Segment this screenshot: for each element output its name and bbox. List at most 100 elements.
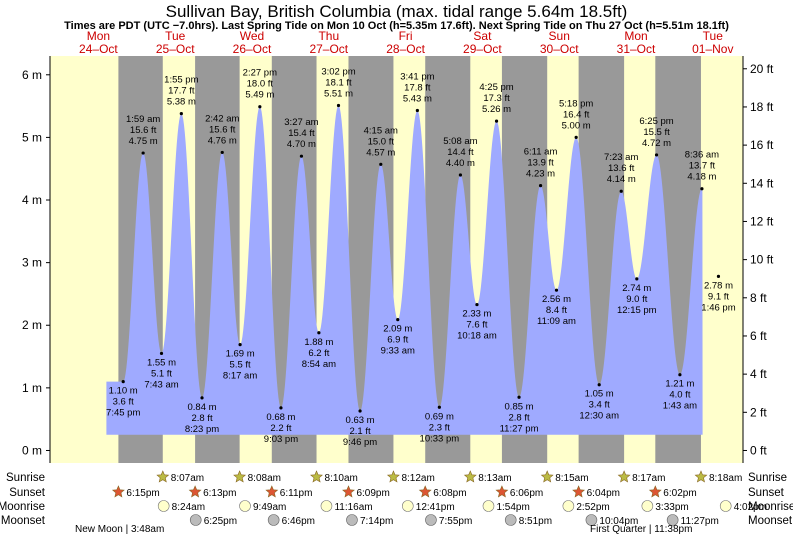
tide-label-15-3: 5.43 m [403,93,432,104]
tide-point-19 [494,119,499,123]
sunrise-icon-2 [233,470,247,483]
tide-label-2-2: 5.1 ft [151,368,172,379]
right-tick-label-9: 18 ft [750,100,774,114]
sunrise-time-4: 8:12am [401,473,434,484]
moonset-icon-6 [585,514,598,526]
moonset-time-7: 11:27pm [681,516,719,527]
tide-label-21-3: 4.23 m [526,169,555,180]
tide-label-17-3: 4.40 m [446,158,475,169]
moonset-icon-1 [189,514,202,526]
tide-point-12 [358,409,362,413]
sunrise-icon-8 [694,470,708,483]
tide-label-17-2: 14.4 ft [447,147,474,158]
tide-label-16-3: 10:33 pm [420,433,460,444]
sunrise-time-2: 8:08am [248,473,281,484]
moonrise-icon-3 [320,500,333,512]
tide-point-23 [574,135,578,139]
tide-label-27-1: 6:25 pm [639,116,673,127]
right-tick-label-5: 10 ft [750,253,774,267]
tide-label-22-1: 2.56 m [542,294,571,305]
tide-label-24-1: 1.05 m [585,389,614,400]
day-name-4: Fri [399,29,413,43]
moonset-time-6: 10:04pm [599,516,638,527]
tide-label-2-3: 7:43 am [144,379,178,390]
moonrise-icon-5 [482,500,495,512]
day-name-3: Thu [318,29,339,43]
tide-point-26 [635,277,639,281]
moonset-time-3: 7:14pm [360,516,393,527]
left-tick-label-4: 4 m [22,193,42,207]
day-date-5: 29–Oct [463,42,502,56]
tide-label-25-1: 7:23 am [604,152,638,163]
tide-label-30-1: 2.78 m [704,280,733,291]
sunset-icon-7 [648,485,662,498]
moonset-icon-5 [504,514,517,526]
tide-point-3 [179,112,183,116]
tide-point-4 [200,396,204,400]
right-tick-label-7: 14 ft [750,176,774,190]
right-tick-label-6: 12 ft [750,214,774,228]
moonrise-time-6: 2:52pm [576,502,609,513]
tide-label-13-2: 15.0 ft [368,136,395,147]
moonrise-time-3: 11:16am [334,502,372,513]
tide-label-8-3: 9:03 pm [264,434,298,445]
row-label-left-moonrise: Moonrise [0,501,45,513]
tide-label-7-3: 5.49 m [245,90,274,101]
moonrise-icon-8 [719,500,732,512]
right-tick-label-4: 8 ft [750,291,767,305]
day-name-2: Wed [240,29,264,43]
tide-label-1-2: 15.6 ft [130,125,157,136]
day-date-6: 30–Oct [540,42,579,56]
left-tick-label-0: 0 m [22,443,42,457]
moonset-icon-2 [267,514,280,526]
tide-label-4-2: 2.8 ft [191,413,212,424]
day-name-1: Tue [165,29,186,43]
tide-label-19-3: 5.26 m [482,104,511,115]
sunset-time-2: 6:11pm [280,488,313,499]
tide-point-13 [379,162,383,166]
tide-point-27 [654,153,659,157]
sunset-time-7: 6:02pm [663,488,696,499]
tide-label-29-1: 8:36 am [685,150,719,161]
tide-label-15-1: 3:41 pm [400,71,434,82]
moon-phase-first-quarter: First Quarter | 11:38pm [590,524,692,535]
tide-point-17 [458,173,463,177]
tide-label-3-3: 5.38 m [167,97,196,108]
tide-label-6-2: 5.5 ft [230,360,251,371]
tide-label-14-2: 6.9 ft [387,335,408,346]
tide-label-14-3: 9:33 am [381,346,415,357]
tide-label-20-1: 0.85 m [505,401,534,412]
tide-label-26-3: 12:15 pm [617,305,657,316]
tide-point-11 [336,103,341,108]
tide-label-5-1: 2:42 am [205,113,239,124]
tide-label-29-3: 4.18 m [687,172,716,183]
tide-label-16-2: 2.3 ft [429,422,450,433]
left-tick-label-6: 6 m [22,68,42,82]
tide-label-6-1: 1.69 m [226,349,255,360]
row-label-left-moonset: Moonset [1,515,46,527]
sunrise-time-6: 8:15am [555,473,588,484]
tide-point-0 [121,380,125,384]
tide-label-10-1: 1.88 m [304,337,333,348]
tide-label-9-3: 4.70 m [287,139,316,150]
tide-label-18-2: 7.6 ft [466,320,487,331]
moonrise-time-7: 3:33pm [655,502,688,513]
row-label-left-sunset: Sunset [9,487,46,499]
right-tick-label-1: 2 ft [750,405,767,419]
day-name-6: Sun [549,29,570,43]
sunrise-icon-1 [156,470,170,483]
left-tick-label-1: 1 m [22,381,42,395]
tide-label-25-3: 4.14 m [607,174,636,185]
day-date-1: 25–Oct [156,42,195,56]
tide-label-4-3: 8:23 pm [185,424,219,435]
right-tick-label-2: 4 ft [750,367,767,381]
tide-label-2-1: 1.55 m [147,357,176,368]
tide-label-13-1: 4:15 am [364,125,398,136]
tide-label-11-1: 3:02 pm [321,66,355,77]
tide-label-25-2: 13.6 ft [608,163,635,174]
sunset-icon-6 [572,485,586,498]
tide-label-10-2: 6.2 ft [308,348,329,359]
tide-label-19-2: 17.3 ft [483,93,510,104]
tide-label-5-2: 15.6 ft [209,124,236,135]
